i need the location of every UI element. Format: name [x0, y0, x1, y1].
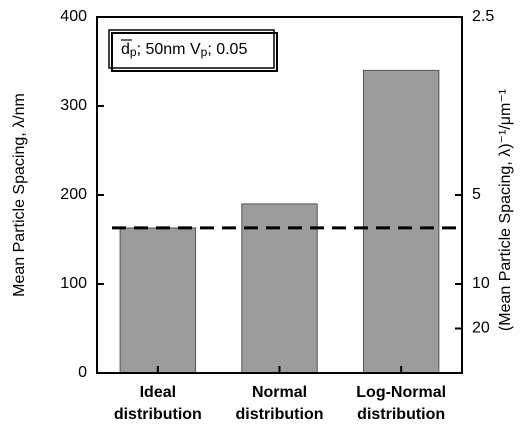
- plot-frame: [96, 16, 463, 374]
- annotation-part: p: [130, 45, 137, 59]
- y-tick-label: 100: [60, 275, 87, 292]
- x-tick-label: Log-Normal distribution: [356, 384, 446, 423]
- legend-shadow: [111, 32, 278, 72]
- annotation-part: d: [121, 41, 130, 58]
- x-tick-label: Normal distribution: [236, 384, 324, 423]
- y2-tick-label: 2.5: [472, 8, 494, 25]
- annotation-part: p: [201, 45, 208, 59]
- y-tick-label: 200: [60, 186, 87, 203]
- x-tick-label: Ideal distribution: [114, 384, 202, 423]
- y-tick-label: 0: [78, 364, 87, 381]
- annotation-part: ; 50nm V: [137, 41, 201, 58]
- y-tick-label: 400: [60, 8, 87, 25]
- y-tick-label: 300: [60, 97, 87, 114]
- y2-tick-label: 20: [472, 320, 490, 337]
- legend-box: [108, 29, 275, 69]
- bar: [362, 69, 440, 374]
- bar: [241, 203, 318, 374]
- annotation-part: ; 0.05: [207, 41, 247, 58]
- y-axis-label: Mean Particle Spacing, λ/nm: [11, 93, 28, 297]
- y2-tick-label: 5: [472, 186, 481, 203]
- y2-axis-label: (Mean Particle Spacing, λ)⁻¹/μm⁻¹: [497, 89, 514, 331]
- bar: [119, 227, 197, 374]
- y2-tick-label: 10: [472, 275, 490, 292]
- annotation: dp; 50nm Vp; 0.05: [121, 41, 247, 59]
